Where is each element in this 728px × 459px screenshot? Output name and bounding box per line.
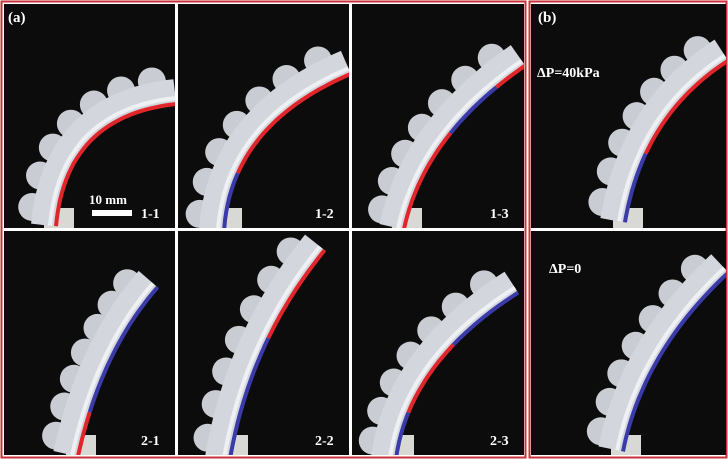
scale-bar	[92, 210, 132, 216]
panel-a-label: (a)	[8, 10, 26, 26]
photo: 2-3	[352, 231, 524, 459]
photo: 1-2	[178, 4, 351, 232]
cell-label: 2-2	[315, 434, 334, 449]
cell-label: 1-2	[315, 207, 334, 222]
pressure-label: ΔP=0	[549, 262, 581, 277]
photo-cells: 1-1 1-2 1-3 2-1 2-2 2-3	[4, 4, 728, 459]
figure: 1-1 1-2 1-3 2-1 2-2 2-3 (a) (b) 10 mm ΔP=40kP…	[0, 0, 728, 459]
panel-b-label: (b)	[538, 10, 556, 26]
cell-label: 2-3	[490, 434, 509, 449]
cell-label: 1-3	[490, 207, 509, 222]
photo	[531, 4, 728, 228]
photo: 1-3	[352, 4, 525, 229]
cell-label: 2-1	[141, 434, 160, 449]
cell-label: 1-1	[141, 207, 160, 222]
photo: 2-1	[4, 231, 175, 456]
photo: 2-2	[178, 231, 349, 459]
pressure-label: ΔP=40kPa	[537, 66, 600, 81]
scale-bar-label: 10 mm	[89, 192, 127, 207]
